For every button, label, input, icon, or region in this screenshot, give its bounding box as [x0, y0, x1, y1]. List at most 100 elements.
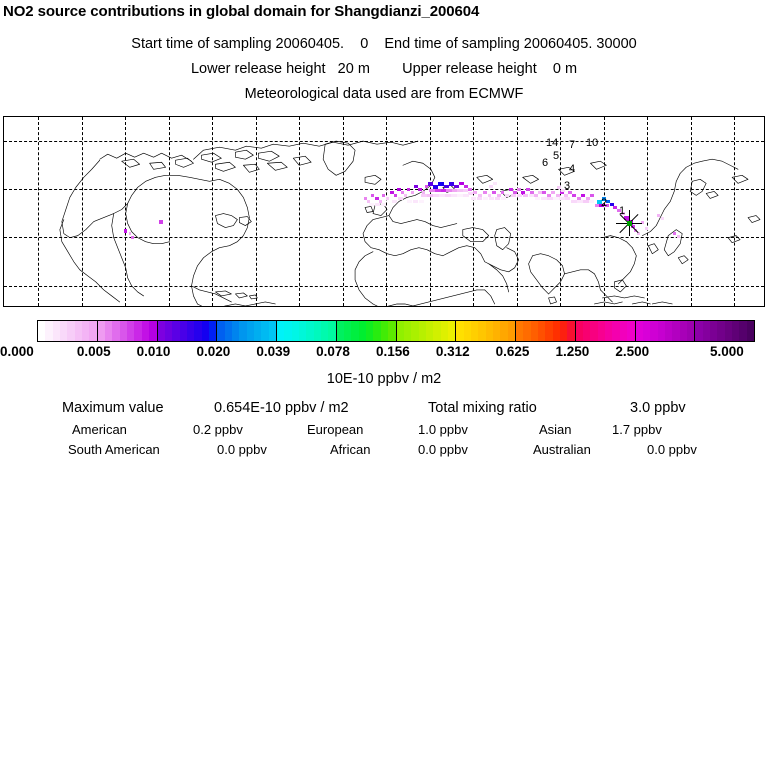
concentration-cell [547, 197, 553, 200]
concentration-cell [657, 214, 660, 217]
colorbar-step [702, 321, 710, 341]
concentration-cell [602, 197, 606, 201]
colorbar-step [336, 321, 345, 341]
concentration-cell [477, 197, 482, 200]
concentration-cell [590, 194, 594, 197]
concentration-cell [529, 194, 534, 197]
colorbar-unit-label: 10E-10 ppbv / m2 [326, 371, 442, 387]
concentration-cell [414, 185, 418, 188]
colorbar-step [134, 321, 142, 341]
concentration-cell [468, 188, 472, 191]
colorbar-step [112, 321, 120, 341]
region-label-south-american: South American [68, 442, 160, 457]
concentration-cell [509, 188, 513, 191]
concentration-cell [397, 188, 401, 191]
concentration-cell [557, 186, 561, 189]
concentration-cell [454, 185, 459, 188]
meteorology-line: Meteorological data used are from ECMWF [244, 86, 524, 102]
concentration-cell [367, 200, 370, 203]
colorbar-step [411, 321, 419, 341]
colorbar-step [208, 321, 217, 341]
colorbar-step [358, 321, 367, 341]
concentration-cell [617, 209, 621, 212]
region-label-asian: Asian [539, 422, 572, 437]
colorbar-segment [456, 321, 516, 341]
colorbar-step [261, 321, 269, 341]
colorbar-segment [575, 321, 636, 341]
concentration-cell [556, 194, 560, 197]
colorbar-step [612, 321, 620, 341]
colorbar-step [657, 321, 665, 341]
region-value-australian: 0.0 ppbv [647, 442, 697, 457]
concentration-cell [505, 194, 509, 197]
colorbar-step [642, 321, 651, 341]
max-value-label: Maximum value [62, 400, 164, 416]
concentration-cell [421, 194, 427, 197]
concentration-cell [661, 217, 664, 220]
concentration-cell [535, 197, 540, 200]
page-title: NO2 source contributions in global domai… [3, 3, 480, 20]
colorbar-step [538, 321, 546, 341]
concentration-cell [526, 188, 530, 191]
colorbar-step [231, 321, 240, 341]
concentration-cell [493, 182, 497, 185]
colorbar-step [664, 321, 673, 341]
concentration-cell [581, 194, 585, 197]
concentration-cell [488, 194, 491, 197]
colorbar-step [575, 321, 584, 341]
colorbar-step [321, 321, 329, 341]
colorbar-step [605, 321, 613, 341]
concentration-cell [624, 216, 629, 220]
colorbar-step [89, 321, 97, 341]
colorbar-tick-label: 0.000 [0, 344, 34, 359]
region-label-european: European [307, 422, 364, 437]
colorbar-step [403, 321, 412, 341]
trajectory-time-label: 3 [564, 180, 571, 192]
colorbar-step [141, 321, 150, 341]
concentration-cell [411, 191, 414, 194]
colorbar-step [172, 321, 180, 341]
colorbar-step [597, 321, 606, 341]
colorbar-step [627, 321, 635, 341]
colorbar-step [164, 321, 173, 341]
max-value: 0.654E-10 ppbv / m2 [214, 400, 349, 416]
gridline-lon [604, 117, 605, 306]
colorbar-step [224, 321, 232, 341]
concentration-cell [483, 197, 488, 200]
trajectory-time-label: 2 [601, 197, 608, 209]
trajectory-time-label: 14 [546, 137, 559, 149]
concentration-cell [386, 197, 389, 200]
concentration-cell [422, 191, 425, 194]
colorbar-step [635, 321, 643, 341]
concentration-cell [564, 194, 568, 197]
sampling-time-line: Start time of sampling 20060405. 0 End t… [131, 36, 637, 52]
trajectory-time-label: 6 [542, 157, 549, 169]
concentration-cell [451, 194, 457, 197]
gridline-lat [4, 286, 764, 287]
colorbar-step [672, 321, 680, 341]
region-value-european: 1.0 ppbv [418, 422, 468, 437]
colorbar-step [695, 321, 703, 341]
gridline-lon [386, 117, 387, 306]
concentration-cell [427, 194, 433, 197]
concentration-cell [382, 194, 385, 197]
colorbar-step [583, 321, 591, 341]
concentration-cell [401, 191, 404, 194]
concentration-cell [673, 232, 676, 235]
colorbar-tick-label: 0.020 [196, 344, 231, 359]
colorbar-tick-label: 0.078 [316, 344, 350, 359]
concentration-cell [407, 200, 412, 203]
concentration-cell [433, 185, 438, 189]
colorbar-segment [516, 321, 576, 341]
colorbar-tick-labels: 0.000 0.005 0.010 0.020 0.039 0.078 0.156 0.312… [0, 344, 768, 360]
colorbar-step [507, 321, 515, 341]
colorbar-step [217, 321, 225, 341]
colorbar-tick-label: 1.250 [555, 344, 590, 359]
colorbar-step [650, 321, 658, 341]
concentration-cell [501, 191, 504, 194]
region-label-african: African [330, 442, 371, 457]
colorbar-step [530, 321, 539, 341]
concentration-cell [473, 191, 477, 194]
concentration-cell [561, 189, 565, 192]
colorbar-step [74, 321, 83, 341]
